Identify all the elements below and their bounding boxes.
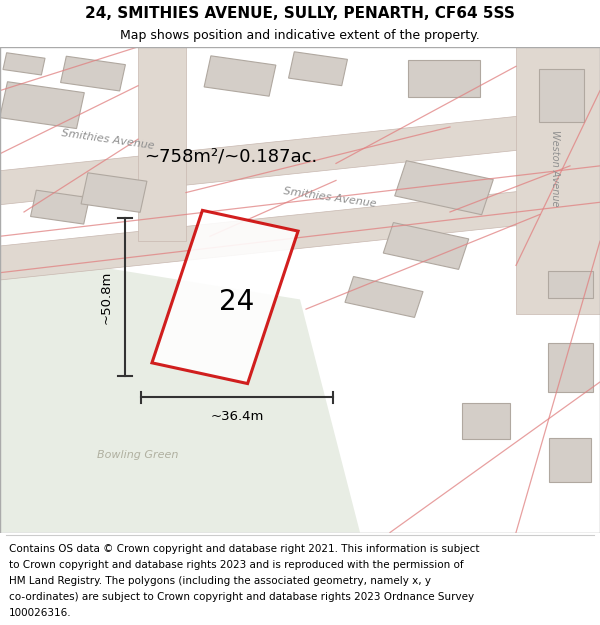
Polygon shape <box>549 438 591 481</box>
Polygon shape <box>383 222 469 269</box>
Bar <box>0 47 600 532</box>
Polygon shape <box>548 271 593 298</box>
Polygon shape <box>539 69 583 122</box>
Text: Contains OS data © Crown copyright and database right 2021. This information is : Contains OS data © Crown copyright and d… <box>9 544 479 554</box>
Polygon shape <box>81 173 147 213</box>
Text: Smithies Avenue: Smithies Avenue <box>61 127 155 151</box>
Polygon shape <box>462 402 510 439</box>
Polygon shape <box>0 183 600 280</box>
Polygon shape <box>152 211 298 384</box>
Text: Map shows position and indicative extent of the property.: Map shows position and indicative extent… <box>120 29 480 42</box>
Polygon shape <box>0 107 600 205</box>
Polygon shape <box>408 60 480 97</box>
Text: to Crown copyright and database rights 2023 and is reproduced with the permissio: to Crown copyright and database rights 2… <box>9 560 464 570</box>
Polygon shape <box>345 276 423 318</box>
Text: Smithies Avenue: Smithies Avenue <box>283 186 377 209</box>
Text: 24, SMITHIES AVENUE, SULLY, PENARTH, CF64 5SS: 24, SMITHIES AVENUE, SULLY, PENARTH, CF6… <box>85 6 515 21</box>
Polygon shape <box>138 47 186 241</box>
Polygon shape <box>395 161 493 215</box>
Text: ~36.4m: ~36.4m <box>211 409 263 422</box>
Text: ~50.8m: ~50.8m <box>100 270 113 324</box>
Polygon shape <box>289 52 347 86</box>
Polygon shape <box>3 52 45 75</box>
Text: 24: 24 <box>220 288 254 316</box>
Polygon shape <box>61 56 125 91</box>
Text: HM Land Registry. The polygons (including the associated geometry, namely x, y: HM Land Registry. The polygons (includin… <box>9 576 431 586</box>
Polygon shape <box>516 47 600 314</box>
Text: co-ordinates) are subject to Crown copyright and database rights 2023 Ordnance S: co-ordinates) are subject to Crown copyr… <box>9 592 474 602</box>
Text: Weston Avenue: Weston Avenue <box>550 130 560 206</box>
Polygon shape <box>31 190 89 224</box>
Polygon shape <box>0 251 360 532</box>
Text: ~758m²/~0.187ac.: ~758m²/~0.187ac. <box>145 147 317 165</box>
Polygon shape <box>204 56 276 96</box>
Text: 100026316.: 100026316. <box>9 608 71 618</box>
Polygon shape <box>548 343 593 392</box>
Polygon shape <box>0 82 85 129</box>
Text: Bowling Green: Bowling Green <box>97 450 179 460</box>
